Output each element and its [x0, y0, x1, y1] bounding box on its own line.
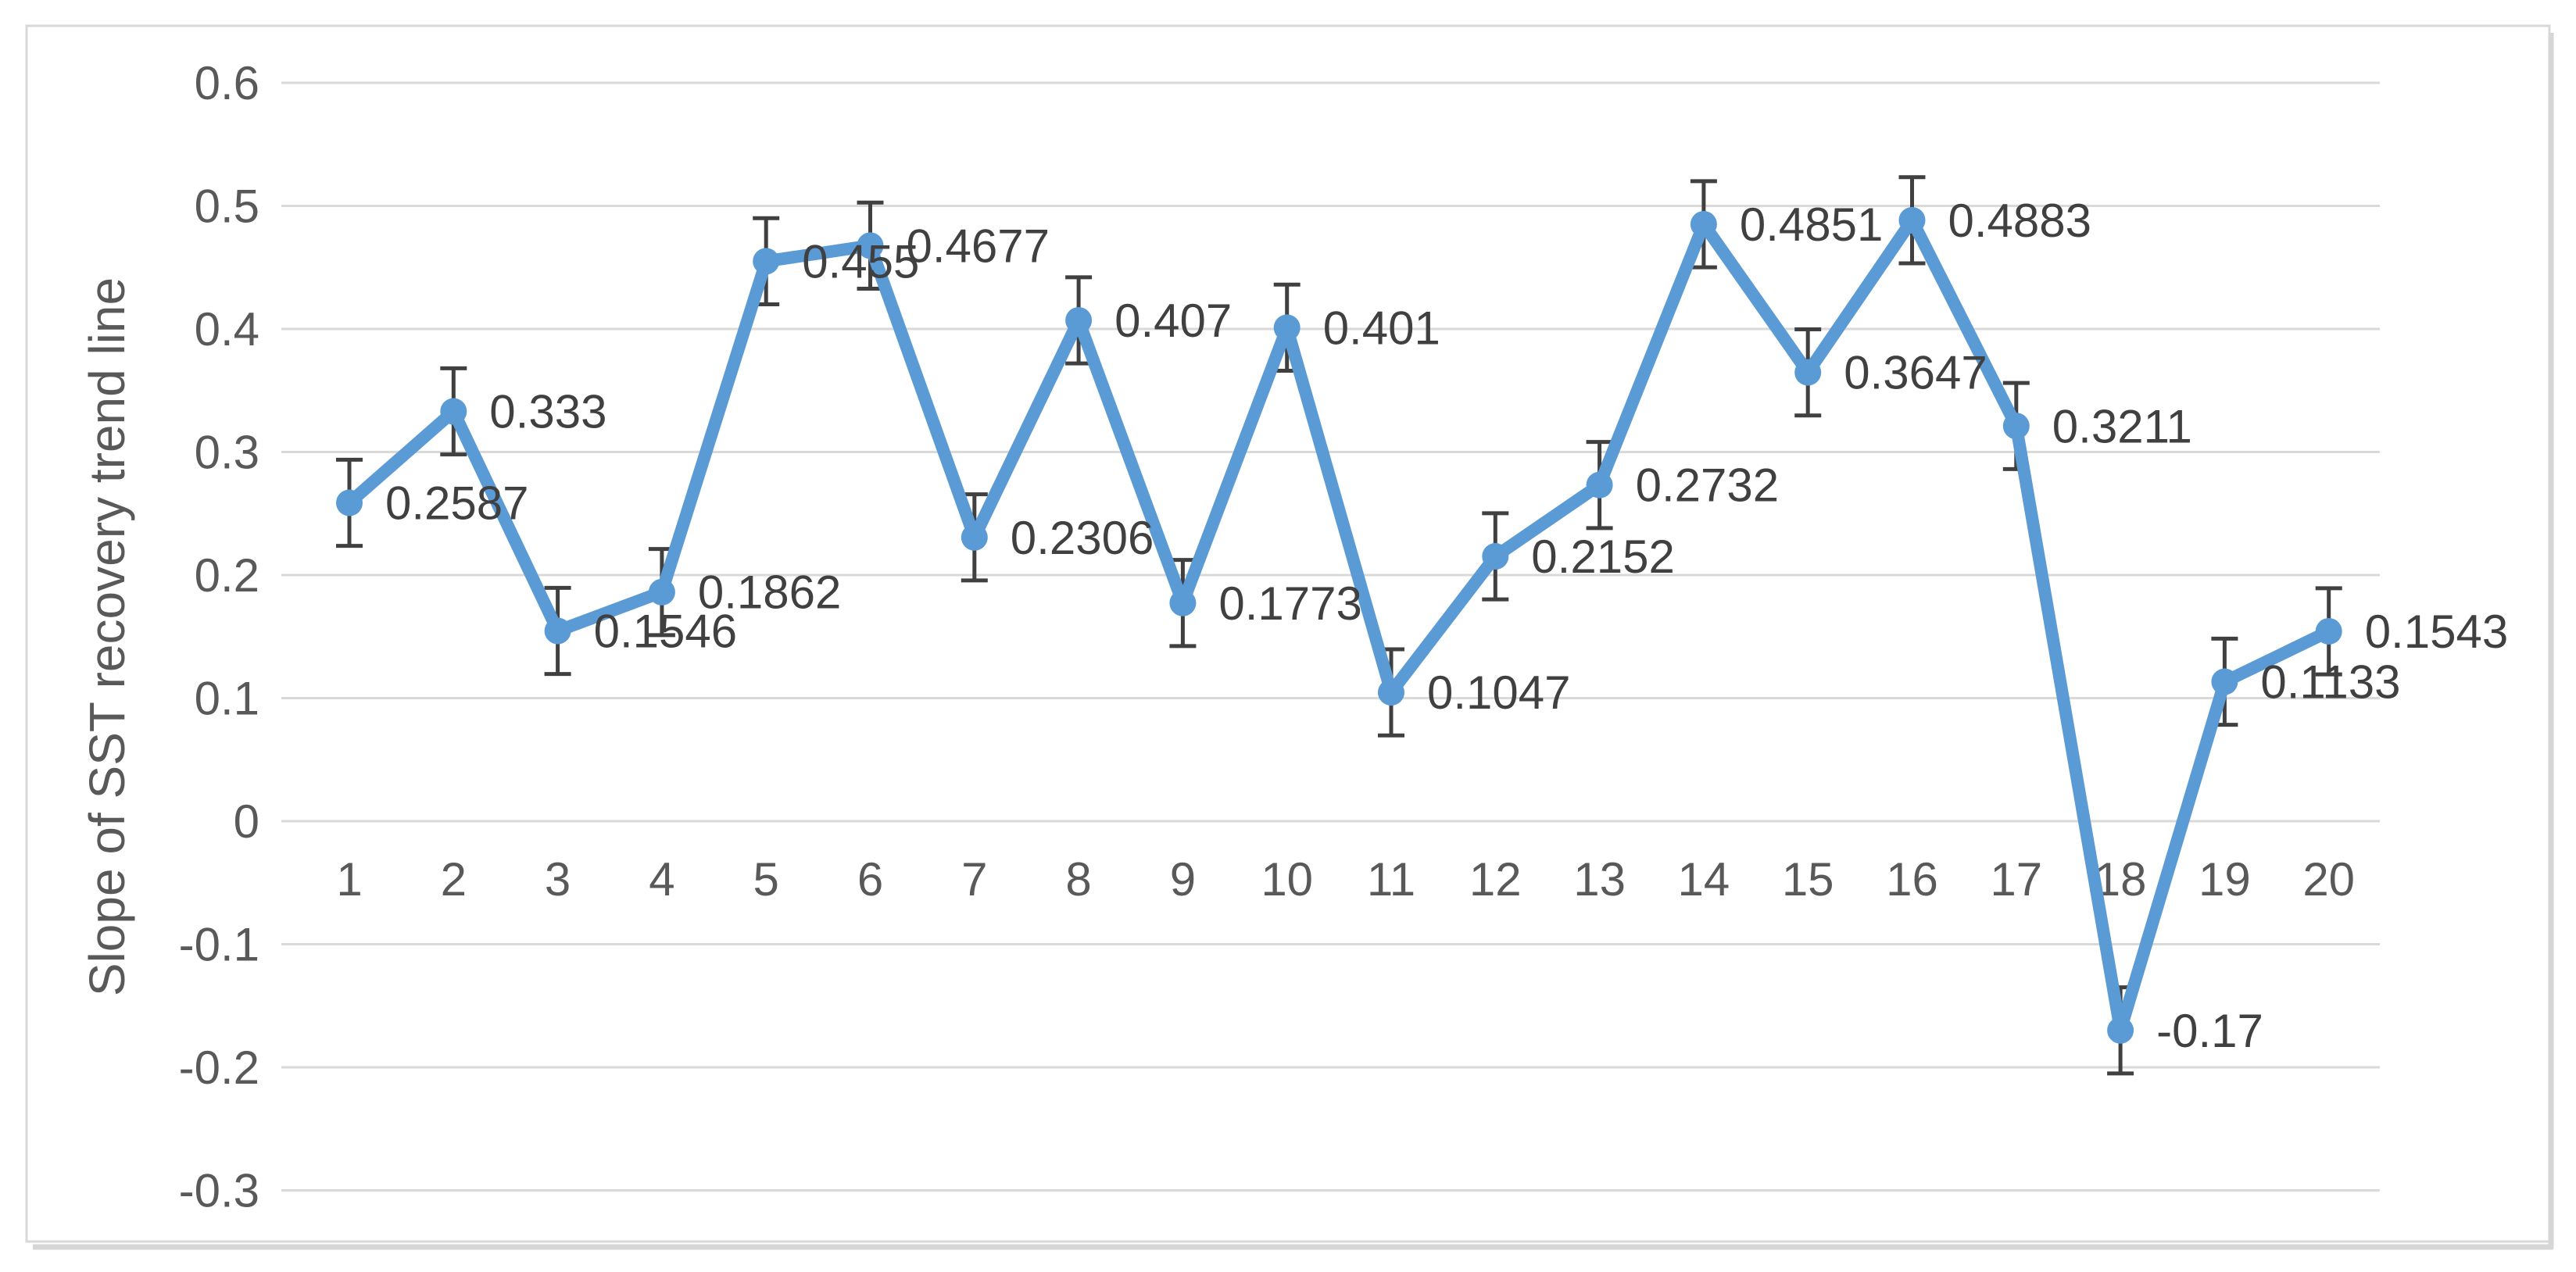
x-tick-label: 10 — [1261, 853, 1313, 906]
y-tick-label: 0.2 — [195, 549, 259, 602]
data-label: 0.455 — [802, 235, 919, 288]
x-tick-label: 17 — [1990, 853, 2042, 906]
x-tick-label: 6 — [857, 853, 883, 906]
data-label: -0.17 — [2156, 1005, 2263, 1057]
point-marker — [1169, 589, 1197, 616]
data-label: 0.1047 — [1427, 666, 1571, 719]
y-tick-label: -0.2 — [179, 1042, 259, 1094]
point-marker — [2002, 413, 2030, 440]
x-tick-label: 5 — [753, 853, 779, 906]
point-marker — [1898, 206, 1926, 234]
x-tick-label: 2 — [441, 853, 467, 906]
x-tick-label: 11 — [1367, 853, 1415, 906]
x-tick-label: 19 — [2199, 853, 2251, 906]
y-tick-label: 0 — [234, 795, 259, 848]
x-tick-label: 3 — [545, 853, 571, 906]
x-tick-label: 4 — [649, 853, 674, 906]
x-tick-label: 8 — [1065, 853, 1091, 906]
point-marker — [857, 232, 884, 259]
x-tick-label: 7 — [961, 853, 987, 906]
data-label: 0.2587 — [385, 477, 529, 530]
point-marker — [1586, 471, 1613, 498]
point-marker — [2315, 617, 2342, 645]
point-marker — [648, 578, 675, 606]
data-label: 0.1543 — [2365, 606, 2509, 658]
y-tick-label: 0.3 — [195, 427, 259, 479]
y-tick-label: -0.1 — [179, 919, 259, 971]
x-tick-label: 13 — [1573, 853, 1626, 906]
y-tick-label: 0.5 — [195, 180, 259, 233]
x-tick-label: 16 — [1886, 853, 1938, 906]
point-marker — [1273, 314, 1301, 341]
data-label: 0.4883 — [1948, 195, 2092, 247]
point-marker — [1378, 679, 1404, 706]
y-tick-label: 0.1 — [195, 673, 259, 725]
point-marker — [1482, 543, 1509, 570]
series-line — [343, 213, 2335, 1037]
data-label: 0.1133 — [2260, 656, 2400, 709]
data-label: 0.407 — [1114, 295, 1232, 347]
point-marker — [544, 617, 571, 645]
point-marker — [1794, 359, 1822, 386]
point-marker — [753, 248, 780, 275]
data-label: 0.3211 — [2052, 400, 2192, 452]
point-marker — [1065, 306, 1093, 334]
point-marker — [1690, 210, 1717, 238]
point-marker — [2211, 668, 2238, 695]
data-label: 0.333 — [489, 386, 606, 438]
y-axis-title: Slope of SST recovery trend line — [79, 277, 135, 997]
point-marker — [336, 489, 363, 516]
data-label: 0.401 — [1323, 302, 1440, 354]
chart-border — [25, 24, 2551, 1243]
point-marker — [2107, 1017, 2134, 1044]
x-tick-label: 20 — [2302, 853, 2355, 906]
data-label: 0.1773 — [1218, 577, 1362, 630]
data-label: 0.2152 — [1531, 531, 1675, 583]
data-label: 0.3647 — [1844, 347, 1987, 399]
x-tick-label: 15 — [1782, 853, 1834, 906]
data-label: 0.4677 — [907, 220, 1050, 272]
x-tick-label: 9 — [1170, 853, 1196, 906]
point-marker — [961, 523, 988, 551]
x-tick-label: 12 — [1469, 853, 1522, 906]
point-marker — [440, 398, 467, 425]
x-tick-label: 14 — [1678, 853, 1730, 906]
y-tick-label: -0.3 — [179, 1165, 259, 1217]
data-label: 0.2732 — [1636, 459, 1780, 512]
data-label: 0.1862 — [698, 566, 842, 619]
y-tick-label: 0.4 — [195, 303, 259, 356]
data-label: 0.4851 — [1740, 198, 1884, 251]
data-label: 0.1546 — [594, 606, 738, 658]
x-tick-label: 1 — [336, 853, 362, 906]
data-label: 0.2306 — [1011, 512, 1154, 564]
y-tick-label: 0.6 — [195, 57, 259, 109]
